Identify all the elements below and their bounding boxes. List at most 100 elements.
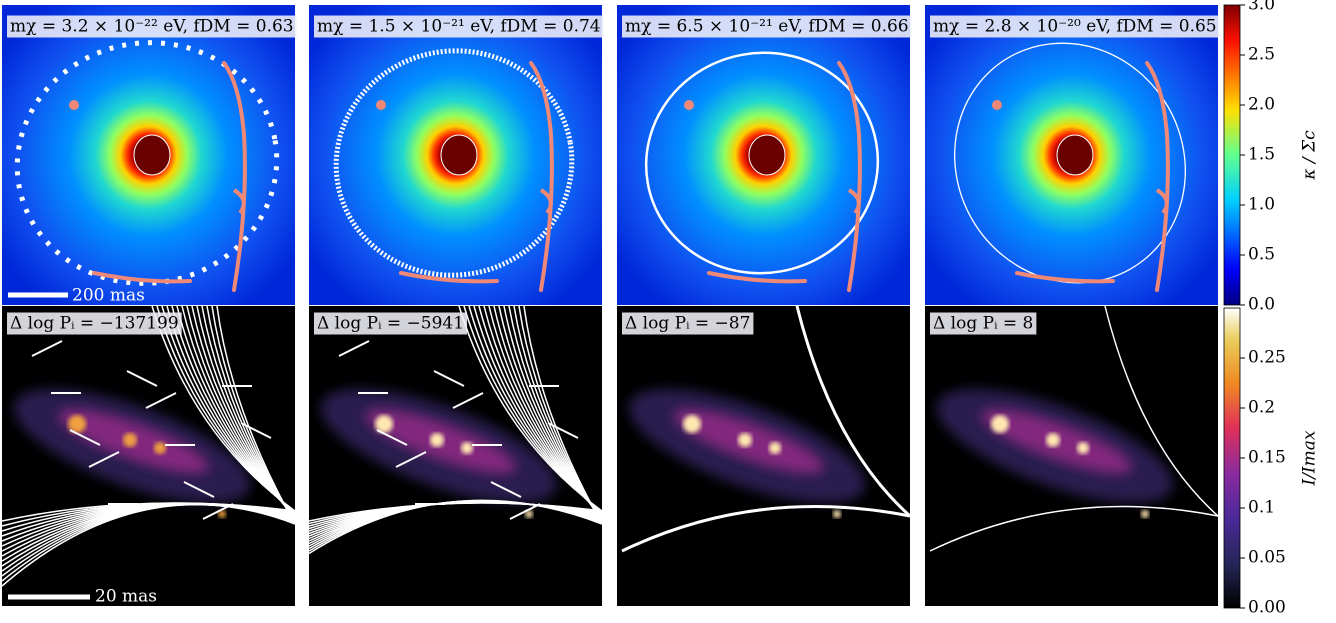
tick-label: 0.2 [1248,398,1275,418]
image-panel: Δ log Pᵢ = −87 [617,305,912,606]
caustic-segment [202,503,234,520]
lensed-arc [399,271,499,284]
tick-label: 1.5 [1248,145,1275,165]
colorbar [1223,4,1241,306]
label-box [622,312,754,335]
bright-knot [430,433,444,447]
lensed-arc [222,61,247,292]
kappa-panel: mχ = 6.5 × 10⁻²¹ eV, fDM = 0.66 [617,5,912,305]
bright-knot [461,442,473,454]
caustic-segment [452,392,484,409]
lensed-arc [837,61,862,292]
bright-knot [123,433,137,447]
lensed-arc [232,188,246,215]
core [440,134,478,176]
caustic [308,499,603,555]
tick-label: 0.1 [1248,498,1275,518]
lensed-blob [684,100,694,110]
bright-knot [525,510,533,518]
label-box [622,15,912,38]
bright-knot [1046,433,1060,447]
image-panel: Δ log Pᵢ = −5941 [308,305,603,606]
bright-knot [375,415,393,433]
label-box [930,15,1220,38]
bright-knot [769,442,781,454]
label-box [7,312,182,335]
lensed-arc [539,188,553,215]
tick-label: 2.5 [1248,45,1275,65]
tick-label: 0.05 [1248,548,1286,568]
tick-label: 0.15 [1248,448,1286,468]
bright-knot [1077,442,1089,454]
lensed-blob [992,100,1002,110]
caustic-segment [395,451,427,468]
tick-label: 0.0 [1248,295,1275,315]
core [133,134,171,176]
scale-label: 20 mas [95,587,157,607]
label-box [314,15,604,38]
image-panel: Δ log Pᵢ = 8 [925,305,1219,606]
delta-label: Δ log Pᵢ = −137199 [10,314,179,334]
lensed-arc [707,271,807,284]
core [748,134,786,176]
model-label: mχ = 6.5 × 10⁻²¹ eV, fDM = 0.66 [625,17,909,37]
caustic-segment [31,340,63,357]
label-box [7,15,297,38]
caustic-segment [433,370,465,387]
colorbar-label: I/Imax [1300,430,1320,486]
lensed-arc [1015,271,1115,284]
lensed-arc [847,188,861,215]
caustic-segment [183,481,215,498]
label-box [314,312,468,335]
caustic-segment [69,429,101,446]
caustic [621,505,911,553]
tick-label: 0.00 [1248,598,1286,618]
caustic [216,305,296,525]
kappa-panel: mχ = 3.2 × 10⁻²² eV, fDM = 0.63 [2,5,297,305]
bright-knot [1141,510,1149,518]
lensed-blob [69,100,79,110]
caustic-segment [547,422,579,439]
caustic-segment [126,370,158,387]
delta-label: Δ log Pᵢ = 8 [933,314,1033,334]
model-label: mχ = 2.8 × 10⁻²⁰ eV, fDM = 0.65 [933,17,1217,37]
critical-curve [333,48,575,278]
tick-label: 0.5 [1248,245,1275,265]
critical-curve [954,42,1186,284]
caustic-segment [490,481,522,498]
image-panel: Δ log Pᵢ = −137199 [1,305,296,606]
kappa-panel: mχ = 2.8 × 10⁻²⁰ eV, fDM = 0.65 [925,5,1220,305]
core [1056,134,1094,176]
caustic [1,503,296,587]
tick-label: 3.0 [1248,0,1275,15]
delta-label: Δ log Pᵢ = −5941 [317,314,464,334]
caustic-segment [88,451,120,468]
delta-label: Δ log Pᵢ = −87 [625,314,750,334]
scale-label: 200 mas [72,286,145,306]
bright-knot [68,415,86,433]
bright-knot [738,433,752,447]
caustic-segment [338,340,370,357]
label-box [930,312,1037,335]
caustic-segment [509,503,541,520]
bright-knot [683,415,701,433]
caustic [1104,305,1219,517]
caustic-segment [240,422,272,439]
tick-label: 2.0 [1248,95,1275,115]
model-label: mχ = 3.2 × 10⁻²² eV, fDM = 0.63 [10,17,294,37]
lensed-arc [529,61,554,292]
kappa-panel: mχ = 1.5 × 10⁻²¹ eV, fDM = 0.74 [309,5,604,305]
caustic [929,505,1219,552]
bright-knot [218,510,226,518]
lensed-blob [376,100,386,110]
colorbar-label: κ / Σc [1300,130,1320,181]
critical-curve [644,51,880,275]
tick-label: 1.0 [1248,195,1275,215]
colorbar [1223,307,1241,609]
bright-knot [154,442,166,454]
caustic-segment [145,392,177,409]
lensed-arc [92,271,192,284]
tick-label: 0.25 [1248,348,1286,368]
bright-knot [833,510,841,518]
